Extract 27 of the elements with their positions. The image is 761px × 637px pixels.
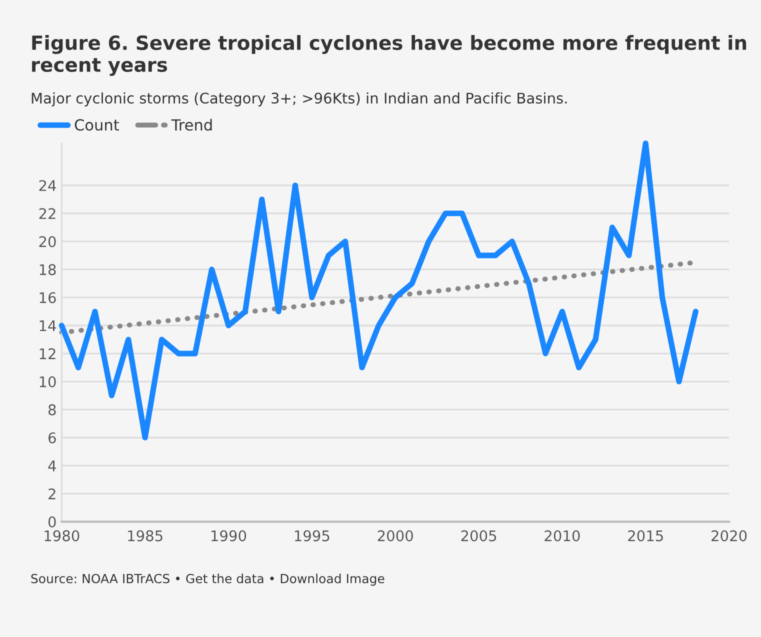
legend-label: Trend (171, 118, 212, 131)
y-tick-label: 22 (39, 208, 56, 219)
x-tick-label: 2005 (461, 530, 496, 542)
y-tick-label: 6 (48, 432, 56, 444)
x-tick-label: 2000 (378, 530, 413, 542)
x-tick-label: 1995 (294, 530, 330, 542)
x-tick-label: 2010 (544, 530, 580, 542)
y-tick-label: 8 (48, 404, 56, 416)
y-tick-label: 2 (48, 488, 56, 500)
y-tick-label: 16 (40, 292, 56, 304)
x-tick-label: 1990 (212, 530, 246, 542)
y-tick-label: 12 (40, 348, 56, 360)
y-tick-label: 18 (40, 264, 56, 276)
y-tick-label: 24 (39, 180, 56, 191)
y-tick-label: 10 (40, 376, 56, 388)
legend-label: Count (74, 119, 119, 131)
chart-subtitle: Major cyclonic storms (Category 3+; >96Kts) in Indian and Pacific Basins. (32, 92, 567, 106)
source-note: Source: NOAA IBTrACS • Get the data • Download Image (31, 574, 384, 586)
y-tick-label: 14 (40, 320, 56, 332)
x-tick-label: 2020 (712, 530, 747, 542)
chart-title: Figure 6. Severe tropical cyclones have become more frequent in recent years (32, 35, 746, 76)
y-tick-label: 0 (48, 516, 56, 528)
x-tick-label: 2015 (628, 530, 663, 542)
x-tick-label: 1980 (44, 530, 80, 542)
y-tick-label: 20 (39, 236, 56, 248)
y-tick-label: 4 (48, 460, 56, 472)
x-tick-label: 1985 (128, 530, 162, 542)
